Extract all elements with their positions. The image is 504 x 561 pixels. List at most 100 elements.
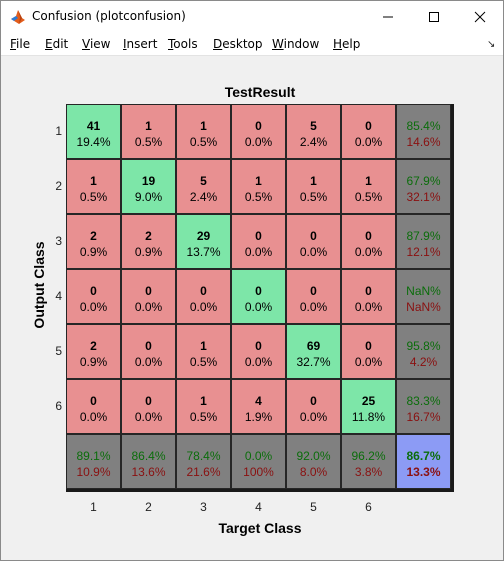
column-summary-cell: 96.2% 3.8% [341, 434, 396, 489]
row-accuracy: 83.3% [406, 394, 441, 408]
close-button[interactable] [457, 1, 503, 32]
cell-percent: 0.0% [354, 300, 383, 314]
cell-percent: 0.5% [244, 190, 273, 204]
matrix-cell: 1 0.5% [286, 159, 341, 214]
cell-count: 2 [90, 229, 97, 243]
cell-percent: 0.0% [189, 300, 218, 314]
y-tick-label: 5 [55, 344, 62, 358]
maximize-button[interactable] [411, 1, 457, 32]
column-error: 8.0% [299, 465, 328, 479]
matrix-cell: 41 19.4% [66, 104, 121, 159]
row-summary-cell: 95.8% 4.2% [396, 324, 451, 379]
column-accuracy: 0.0% [244, 449, 273, 463]
cell-count: 0 [255, 339, 262, 353]
cell-count: 1 [90, 174, 97, 188]
matrix-cell: 1 0.5% [121, 104, 176, 159]
matrix-cell: 2 0.9% [66, 214, 121, 269]
cell-percent: 0.0% [134, 300, 163, 314]
x-tick-label: 1 [90, 500, 97, 514]
title-bar[interactable]: Confusion (plotconfusion) [1, 1, 503, 32]
cell-count: 0 [255, 229, 262, 243]
column-accuracy: 78.4% [186, 449, 221, 463]
matrix-cell: 0 0.0% [66, 379, 121, 434]
cell-percent: 0.0% [244, 135, 273, 149]
matrix-cell: 69 32.7% [286, 324, 341, 379]
menu-view[interactable]: View [82, 37, 111, 51]
matrix-cell: 0 0.0% [66, 269, 121, 324]
matrix-cell: 4 1.9% [231, 379, 286, 434]
column-accuracy: 89.1% [76, 449, 111, 463]
cell-count: 0 [145, 394, 152, 408]
menu-window[interactable]: Window [272, 37, 320, 51]
cell-percent: 0.0% [299, 300, 328, 314]
y-tick-label: 1 [55, 124, 62, 138]
column-error: 10.9% [76, 465, 111, 479]
cell-percent: 0.5% [299, 190, 328, 204]
cell-count: 1 [255, 174, 262, 188]
cell-percent: 0.0% [299, 410, 328, 424]
cell-percent: 32.7% [296, 355, 331, 369]
plot-title: TestResult [224, 84, 296, 100]
cell-percent: 13.7% [186, 245, 221, 259]
x-axis-label: Target Class [218, 520, 302, 536]
y-tick-label: 2 [55, 179, 62, 193]
column-summary-cell: 86.4% 13.6% [121, 434, 176, 489]
matrix-cell: 0 0.0% [231, 214, 286, 269]
column-summary-cell: 78.4% 21.6% [176, 434, 231, 489]
column-accuracy: 86.4% [131, 449, 166, 463]
column-summary-cell: 0.0% 100% [231, 434, 286, 489]
cell-percent: 0.0% [354, 245, 383, 259]
matrix-cell: 5 2.4% [176, 159, 231, 214]
matrix-cell: 2 0.9% [121, 214, 176, 269]
matrix-cell: 25 11.8% [341, 379, 396, 434]
x-tick-label: 5 [310, 500, 317, 514]
cell-count: 2 [90, 339, 97, 353]
confusion-matrix: 41 19.4% 1 0.5% 1 0.5% 0 0.0% 5 2.4% 0 0.0% 85.4% 14.… [66, 104, 454, 492]
menu-tools[interactable]: Tools [168, 37, 198, 51]
matrix-cell: 0 0.0% [231, 324, 286, 379]
cell-count: 0 [90, 284, 97, 298]
menu-desktop[interactable]: Desktop [213, 37, 263, 51]
cell-count: 5 [310, 119, 317, 133]
row-summary-cell: 85.4% 14.6% [396, 104, 451, 159]
column-accuracy: 96.2% [351, 449, 386, 463]
cell-percent: 0.0% [244, 300, 273, 314]
cell-count: 0 [365, 229, 372, 243]
menu-help[interactable]: Help [333, 37, 361, 51]
matrix-cell: 5 2.4% [286, 104, 341, 159]
matrix-cell: 0 0.0% [286, 379, 341, 434]
matrix-cell: 2 0.9% [66, 324, 121, 379]
cell-percent: 0.0% [134, 410, 163, 424]
matrix-cell: 0 0.0% [341, 324, 396, 379]
cell-percent: 0.0% [299, 245, 328, 259]
row-error: 4.2% [409, 355, 438, 369]
minimize-button[interactable] [365, 1, 411, 32]
row-accuracy: 67.9% [406, 174, 441, 188]
matrix-cell: 1 0.5% [66, 159, 121, 214]
dock-arrow-icon[interactable]: ↘ [487, 39, 496, 50]
matrix-cell: 0 0.0% [286, 214, 341, 269]
cell-count: 1 [145, 119, 152, 133]
menu-file[interactable]: File [10, 37, 31, 51]
cell-count: 0 [200, 284, 207, 298]
cell-percent: 0.0% [244, 245, 273, 259]
maximize-icon [429, 12, 439, 22]
cell-count: 0 [365, 284, 372, 298]
cell-percent: 0.0% [244, 355, 273, 369]
column-error: 21.6% [186, 465, 221, 479]
matlab-icon [10, 9, 26, 25]
cell-percent: 0.5% [354, 190, 383, 204]
window-title: Confusion (plotconfusion) [32, 9, 186, 23]
overall-error: 13.3% [406, 465, 441, 479]
menu-insert[interactable]: Insert [123, 37, 158, 51]
row-accuracy: 85.4% [406, 119, 441, 133]
x-tick-label: 2 [145, 500, 152, 514]
cell-percent: 0.5% [189, 355, 218, 369]
cell-count: 0 [310, 394, 317, 408]
cell-count: 0 [90, 394, 97, 408]
cell-percent: 0.0% [134, 355, 163, 369]
menu-edit[interactable]: Edit [45, 37, 69, 51]
matrix-cell: 0 0.0% [286, 269, 341, 324]
cell-percent: 0.9% [79, 355, 108, 369]
row-error: NaN% [406, 300, 441, 314]
